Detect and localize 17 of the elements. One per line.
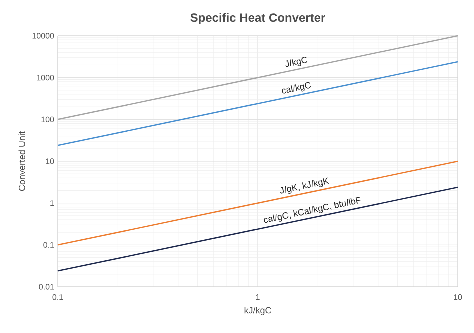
text: J/kgC	[286, 57, 308, 68]
y-tick-label: 0.01	[39, 284, 54, 290]
text: J/gK, kJ/kgK	[280, 178, 330, 194]
chart-title: Specific Heat Converter	[190, 13, 326, 24]
text: cal/kgC	[282, 82, 312, 94]
x-tick-label: 1	[256, 294, 260, 300]
y-tick-label: 10	[46, 158, 54, 164]
y-axis-title: Converted Unit	[18, 132, 26, 192]
y-tick-label: 0.1	[44, 242, 54, 248]
x-tick-label: 10	[454, 294, 462, 300]
x-tick-label: 0.1	[52, 294, 64, 300]
y-tick-label: 10000	[32, 33, 54, 39]
y-tick-label: 100	[42, 116, 54, 122]
y-tick-label: 1000	[37, 75, 54, 81]
text: cal/gC, kCal/kgC, btu/lbF	[264, 197, 361, 224]
y-tick-label: 1	[50, 200, 54, 206]
x-axis-title: kJ/kgC	[244, 307, 272, 316]
